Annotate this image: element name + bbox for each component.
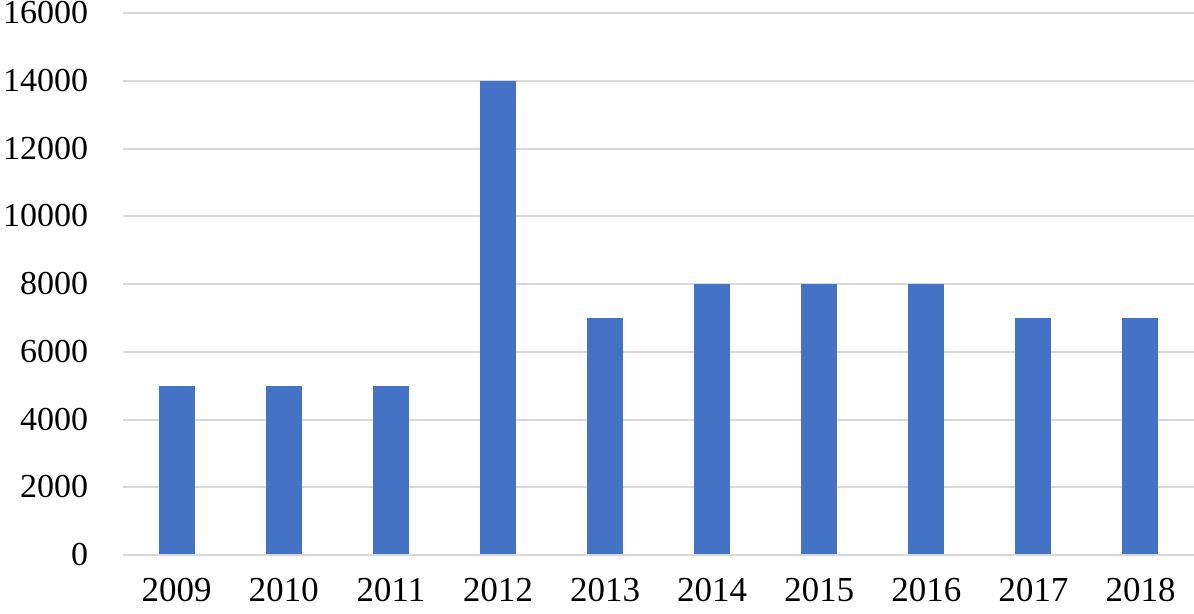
bar-2016 <box>908 284 945 554</box>
y-tick-label: 6000 <box>20 332 88 370</box>
x-tick-label: 2017 <box>998 570 1069 609</box>
x-tick-label: 2015 <box>784 570 855 609</box>
x-tick-label: 2009 <box>141 570 212 609</box>
bar-2018 <box>1122 317 1159 554</box>
y-tick-label: 8000 <box>20 265 88 302</box>
y-tick-label: 16000 <box>3 0 88 31</box>
bar-2013 <box>586 317 623 554</box>
y-tick-label: 14000 <box>3 61 88 99</box>
x-tick-label: 2014 <box>677 570 748 609</box>
bar-2009 <box>158 385 195 554</box>
bar-2010 <box>265 385 302 554</box>
x-tick-label: 2016 <box>891 570 962 609</box>
bar-2014 <box>694 284 731 554</box>
y-tick-label: 4000 <box>20 400 88 438</box>
x-tick-label: 2013 <box>569 570 640 609</box>
x-tick-label: 2018 <box>1105 570 1176 609</box>
bar-2011 <box>372 385 409 554</box>
x-tick-label: 2011 <box>356 570 426 609</box>
y-tick-label: 0 <box>71 536 88 573</box>
gridline-10000 <box>123 215 1194 218</box>
x-tick-label: 2010 <box>248 570 319 609</box>
gridline-8000 <box>123 283 1194 285</box>
gridline-2000 <box>123 486 1194 489</box>
x-tick-label: 2012 <box>462 570 533 609</box>
y-tick-label: 10000 <box>3 197 88 235</box>
gridline-6000 <box>123 350 1194 353</box>
y-tick-label: 12000 <box>3 129 88 167</box>
bar-2015 <box>801 284 838 554</box>
bar-2012 <box>479 80 516 554</box>
bar-2017 <box>1015 317 1052 554</box>
gridline-4000 <box>123 418 1194 421</box>
y-tick-label: 2000 <box>20 468 88 506</box>
gridline-16000 <box>123 12 1194 14</box>
x-axis-line <box>123 554 1194 556</box>
gridline-14000 <box>123 79 1194 82</box>
gridline-12000 <box>123 147 1194 150</box>
